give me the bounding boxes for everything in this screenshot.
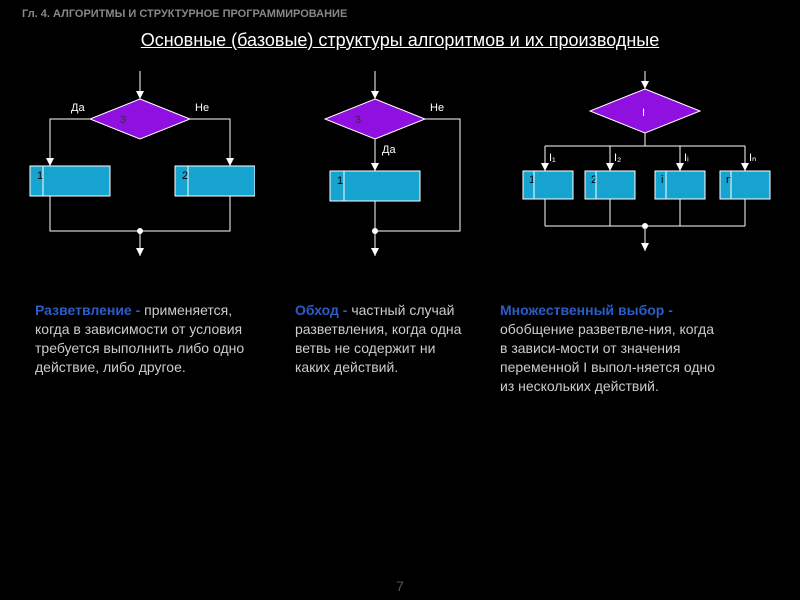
block2-label: 2	[182, 170, 188, 182]
condition-label: З	[355, 115, 361, 126]
yes-label: Да	[382, 144, 396, 156]
diagram-bypass: З Не Да 1	[290, 71, 480, 271]
condition-label: I	[642, 107, 645, 119]
descriptions-row: Разветвление - применяется, когда в зави…	[0, 271, 800, 395]
branch3-label: Iᵢ	[684, 152, 689, 164]
diagram-branching: З Да Не 1 2	[25, 71, 255, 271]
page-number: 7	[0, 578, 800, 594]
desc-branching: Разветвление - применяется, когда в зави…	[35, 301, 265, 395]
term-branching: Разветвление -	[35, 302, 140, 318]
branch2-label: I₂	[614, 152, 621, 164]
text-multiway: обобщение разветвле-ния, когда в зависи-…	[500, 321, 715, 394]
term-multiway: Множественный выбор -	[500, 302, 673, 318]
no-label: Не	[195, 102, 209, 114]
term-bypass: Обход -	[295, 302, 347, 318]
page-title: Основные (базовые) структуры алгоритмов …	[0, 30, 800, 51]
branch1-label: I₁	[549, 152, 556, 164]
mblock3: i	[661, 174, 663, 186]
block1-label: 1	[37, 170, 43, 182]
condition-label: З	[120, 115, 126, 126]
block1-label: 1	[337, 175, 343, 187]
branch4-label: Iₙ	[749, 152, 756, 164]
no-label: Не	[430, 102, 444, 114]
desc-multiway: Множественный выбор - обобщение разветвл…	[500, 301, 720, 395]
yes-label: Да	[71, 102, 85, 114]
desc-bypass: Обход - частный случай разветвления, ког…	[295, 301, 470, 395]
diagram-multiway: I I₁ I₂ Iᵢ Iₙ 1 2 i n	[515, 71, 775, 271]
chapter-heading: Гл. 4. АЛГОРИТМЫ И СТРУКТУРНОЕ ПРОГРАММИ…	[0, 0, 800, 20]
diagrams-row: З Да Не 1 2 З Не Да	[0, 51, 800, 271]
